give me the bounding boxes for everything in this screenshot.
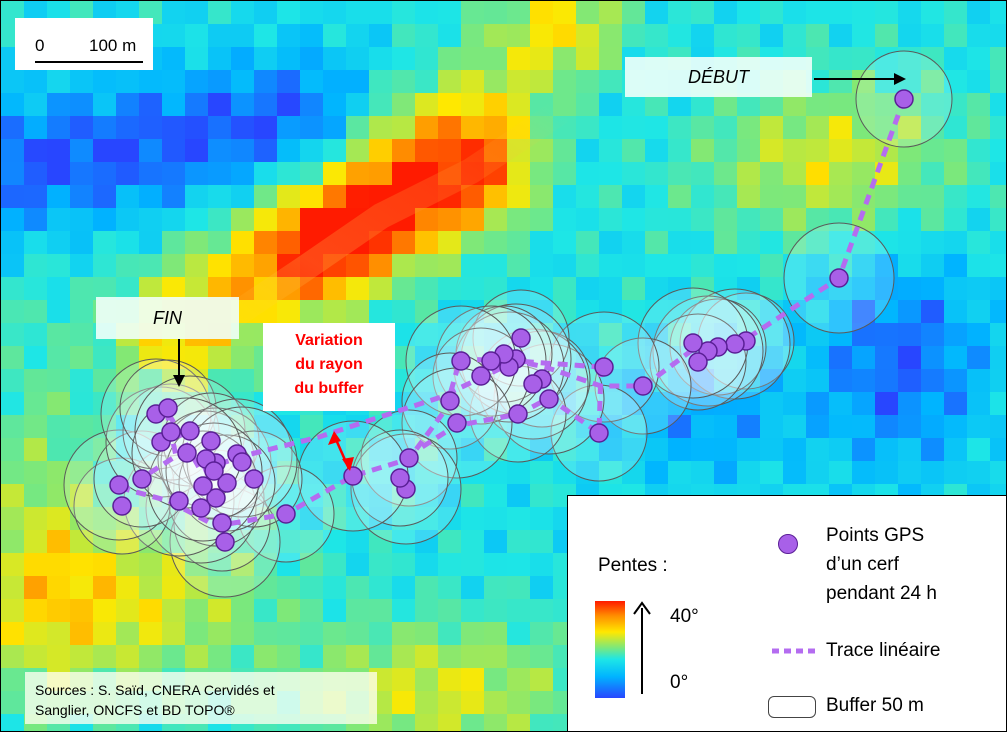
- linear-trace-branch: [414, 366, 604, 454]
- end-label: FIN: [96, 297, 239, 339]
- gps-point[interactable]: [894, 89, 914, 109]
- gps-point[interactable]: [212, 513, 232, 533]
- legend-gps-line: pendant 24 h: [826, 583, 937, 604]
- gps-point[interactable]: [523, 374, 543, 394]
- legend-slope-title: Pentes :: [598, 555, 668, 576]
- scale-bar: 0 100 m: [15, 18, 153, 70]
- gps-point[interactable]: [109, 475, 129, 495]
- gps-point[interactable]: [276, 504, 296, 524]
- note-line: du buffer: [294, 380, 364, 397]
- sources-line: Sanglier, ONCFS et BD TOPO®: [35, 702, 235, 718]
- slope-color-ramp: [595, 601, 625, 698]
- sources-line: Sources : S. Saïd, CNERA Cervidés et: [35, 682, 275, 698]
- gps-point[interactable]: [112, 496, 132, 516]
- buffer-variation-note: Variation du rayon du buffer: [263, 323, 395, 411]
- gps-point[interactable]: [169, 491, 189, 511]
- gps-point[interactable]: [177, 443, 197, 463]
- gps-point[interactable]: [204, 461, 224, 481]
- note-line: du rayon: [295, 356, 363, 373]
- legend-buffer-label: Buffer 50 m: [826, 695, 924, 716]
- gps-point[interactable]: [481, 351, 501, 371]
- gps-point[interactable]: [158, 398, 178, 418]
- legend-trace-label: Trace linéaire: [826, 640, 941, 661]
- gps-point[interactable]: [180, 421, 200, 441]
- start-label-text: DÉBUT: [687, 67, 749, 87]
- gps-point[interactable]: [594, 357, 614, 377]
- gps-point[interactable]: [232, 452, 252, 472]
- gps-point[interactable]: [589, 423, 609, 443]
- gps-point[interactable]: [633, 376, 653, 396]
- arrow-icon: [814, 73, 906, 85]
- legend-slope-max: 40°: [670, 606, 699, 627]
- gps-point[interactable]: [399, 448, 419, 468]
- scale-zero-label: 0: [35, 36, 45, 55]
- legend-slope-min: 0°: [670, 672, 689, 693]
- buffer-icon: [768, 696, 816, 718]
- trace-line-icon: [772, 648, 816, 654]
- linear-trace: [118, 98, 907, 529]
- gps-point[interactable]: [440, 391, 460, 411]
- gps-point[interactable]: [244, 469, 264, 489]
- gps-point[interactable]: [508, 404, 528, 424]
- gps-point-icon: [778, 534, 798, 554]
- gps-points: [109, 89, 914, 552]
- end-label-text: FIN: [153, 308, 182, 328]
- sources-credit: Sources : S. Saïd, CNERA Cervidés et San…: [25, 672, 377, 724]
- gps-point[interactable]: [343, 466, 363, 486]
- gps-point[interactable]: [201, 431, 221, 451]
- legend-gps-line: d’un cerf: [826, 554, 899, 575]
- arrow-up-icon: [633, 601, 651, 694]
- gps-point[interactable]: [206, 488, 226, 508]
- gps-point[interactable]: [539, 389, 559, 409]
- gps-point[interactable]: [829, 268, 849, 288]
- variation-arrow: [328, 431, 354, 471]
- gps-point[interactable]: [511, 328, 531, 348]
- scale-distance-label: 100 m: [89, 36, 137, 55]
- scale-line: [35, 61, 143, 63]
- start-label: DÉBUT: [625, 57, 812, 97]
- gps-point[interactable]: [390, 468, 410, 488]
- legend-gps-line: Points GPS: [826, 525, 925, 546]
- gps-point[interactable]: [447, 413, 467, 433]
- gps-point[interactable]: [132, 469, 152, 489]
- gps-point[interactable]: [451, 351, 471, 371]
- gps-point[interactable]: [471, 366, 491, 386]
- gps-point[interactable]: [217, 473, 237, 493]
- gps-point[interactable]: [193, 476, 213, 496]
- gps-point[interactable]: [161, 422, 181, 442]
- gps-point[interactable]: [683, 333, 703, 353]
- legend: Pentes : 40° 0° Points GPS d’un cerf pen…: [567, 495, 1006, 731]
- gps-point[interactable]: [688, 352, 708, 372]
- gps-point[interactable]: [191, 498, 211, 518]
- arrow-icon: [173, 339, 185, 387]
- legend-gps-label: Points GPS d’un cerf pendant 24 h: [826, 521, 937, 608]
- gps-point[interactable]: [215, 532, 235, 552]
- gps-point[interactable]: [725, 334, 745, 354]
- note-line: Variation: [295, 332, 363, 349]
